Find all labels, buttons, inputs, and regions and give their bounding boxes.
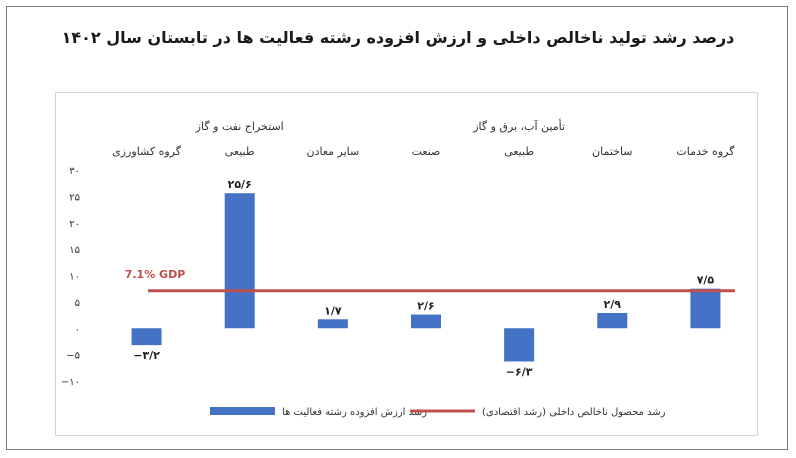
category-label: سایر معادن [306, 145, 359, 158]
category-label: گروه خدمات [676, 145, 735, 158]
y-tick-label: −۵ [66, 351, 80, 362]
data-label: ۲/۶ [417, 300, 434, 313]
y-tick-label: ۳۰ [69, 166, 80, 177]
data-label: −۳/۲ [133, 349, 160, 362]
y-tick-label: ۲۰ [69, 219, 80, 230]
y-tick-label: −۱۰ [61, 377, 80, 388]
y-tick-label: ۱۵ [69, 245, 80, 256]
y-tick-label: ۰ [75, 324, 80, 335]
bar [224, 193, 255, 329]
category-label: طبیعی [504, 145, 534, 158]
legend-swatch-bars [210, 407, 275, 415]
chart-title: درصد رشد تولید ناخالص داخلی و ارزش افزود… [61, 28, 735, 47]
y-tick-label: ۱۰ [69, 272, 80, 283]
gdp-label: 7.1% GDP [125, 268, 186, 281]
category-label: گروه کشاورزی [112, 145, 182, 158]
y-tick-label: ۵ [75, 298, 80, 309]
category-label: ساختمان [592, 145, 632, 158]
legend-label-gdp: رشد محصول ناخالص داخلی (رشد اقتصادی) [482, 407, 666, 418]
bar [690, 288, 721, 329]
group-label: تأمین آب، برق و گاز [472, 118, 565, 133]
data-label: ۲/۹ [604, 298, 622, 311]
plot-area-border [55, 92, 758, 436]
category-label: صنعت [412, 145, 441, 158]
bar [131, 328, 162, 346]
data-label: ۲۵/۶ [228, 178, 252, 191]
y-tick-label: ۲۵ [69, 192, 80, 203]
group-label: استخراج نفت و گاز [195, 120, 284, 133]
data-label: −۶/۳ [506, 365, 533, 378]
data-label: ۱/۷ [324, 304, 342, 317]
data-label: ۷/۵ [697, 274, 715, 287]
chart-frame [6, 6, 788, 450]
legend-label-bars: رشد ارزش افزوده رشته فعالیت ها [282, 407, 427, 418]
bar [597, 312, 628, 329]
bar [317, 319, 348, 329]
category-label: طبیعی [225, 145, 255, 158]
bar [411, 314, 441, 329]
bar [504, 328, 535, 362]
